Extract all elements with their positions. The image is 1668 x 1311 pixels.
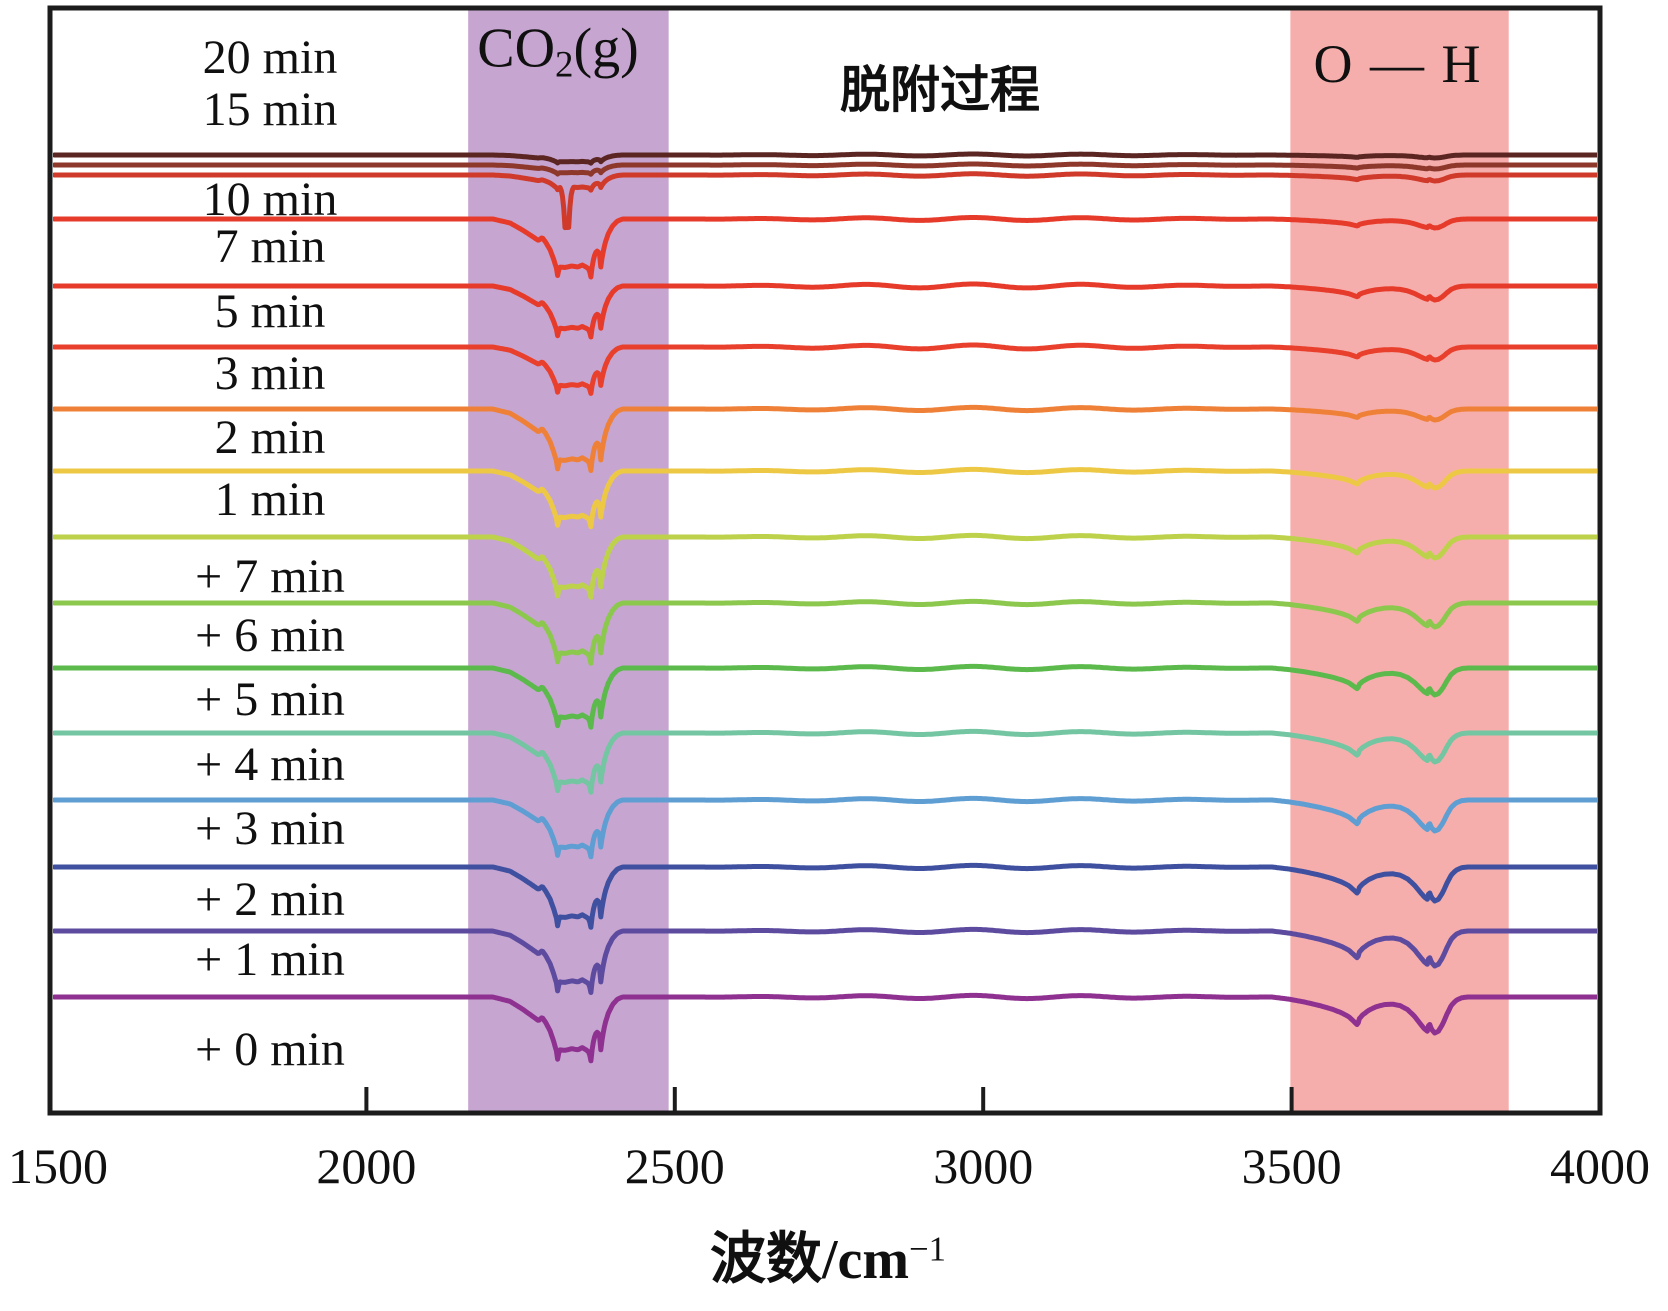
spectrum-curve-3min	[53, 342, 1597, 396]
curve-label: 1 min	[214, 473, 326, 526]
spectrum-curve-5min	[53, 281, 1597, 340]
curve-label: 7 min	[214, 220, 326, 273]
curve-label: + 3 min	[195, 802, 345, 855]
curve-label: + 1 min	[195, 933, 345, 986]
curve-label: 3 min	[214, 347, 326, 400]
spectrum-curve-3min	[53, 795, 1597, 860]
curve-label: 10 min	[202, 173, 338, 226]
co2-label-base: CO	[477, 17, 556, 80]
spectrum-curve-4min	[53, 728, 1597, 795]
curve-label: + 7 min	[195, 550, 345, 603]
oh-bond-annotation: O — H	[1313, 34, 1483, 94]
oh-band-highlight	[1290, 10, 1509, 1111]
spectrum-curve-5min	[53, 663, 1597, 730]
desorption-process-annotation: 脱附过程	[840, 62, 1040, 118]
curve-label: 2 min	[214, 411, 326, 464]
x-tick-label: 1500	[8, 1138, 108, 1194]
x-axis-title-superscript: −1	[909, 1229, 947, 1269]
spectrum-curve-6min	[53, 598, 1597, 666]
curve-label: + 6 min	[195, 609, 345, 662]
x-tick-label: 3500	[1241, 1138, 1342, 1194]
plot-frame	[47, 5, 1603, 1116]
co2-gas-annotation: CO2(g)	[477, 20, 639, 83]
x-axis-title: 波数/cm−1	[710, 1232, 946, 1288]
spectrum-curve-0min	[53, 992, 1597, 1064]
curve-label: + 4 min	[195, 738, 345, 791]
x-tick-label: 2500	[624, 1138, 725, 1194]
curve-label: 5 min	[214, 285, 326, 338]
curve-label: 15 min	[202, 83, 338, 136]
spectrum-curve-2min	[53, 862, 1597, 930]
spectrum-curve-1min	[53, 466, 1597, 530]
spectrum-curve-7min	[53, 215, 1597, 280]
co2-label-subscript: 2	[555, 43, 574, 85]
spectrum-curve-10min	[53, 171, 1597, 231]
co2-label-suffix: (g)	[573, 17, 639, 80]
x-tick-label: 2000	[316, 1138, 417, 1194]
curve-label: 20 min	[202, 31, 338, 84]
curve-label: + 5 min	[195, 673, 345, 726]
curve-label: + 2 min	[195, 873, 345, 926]
spectrum-curve-2min	[53, 404, 1597, 473]
spectrum-curve-20min	[53, 151, 1597, 166]
x-tick-label: 4000	[1550, 1138, 1650, 1194]
x-axis-title-base: 波数/cm	[709, 1229, 910, 1291]
x-tick-label: 3000	[933, 1138, 1034, 1194]
spectrum-curve-15min	[53, 161, 1597, 177]
spectra-curves	[53, 151, 1597, 1064]
spectrum-curve-7min	[53, 532, 1597, 600]
co2-gas-band-highlight	[468, 10, 669, 1111]
spectrum-curve-1min	[53, 926, 1597, 995]
curve-label: + 0 min	[195, 1023, 345, 1076]
